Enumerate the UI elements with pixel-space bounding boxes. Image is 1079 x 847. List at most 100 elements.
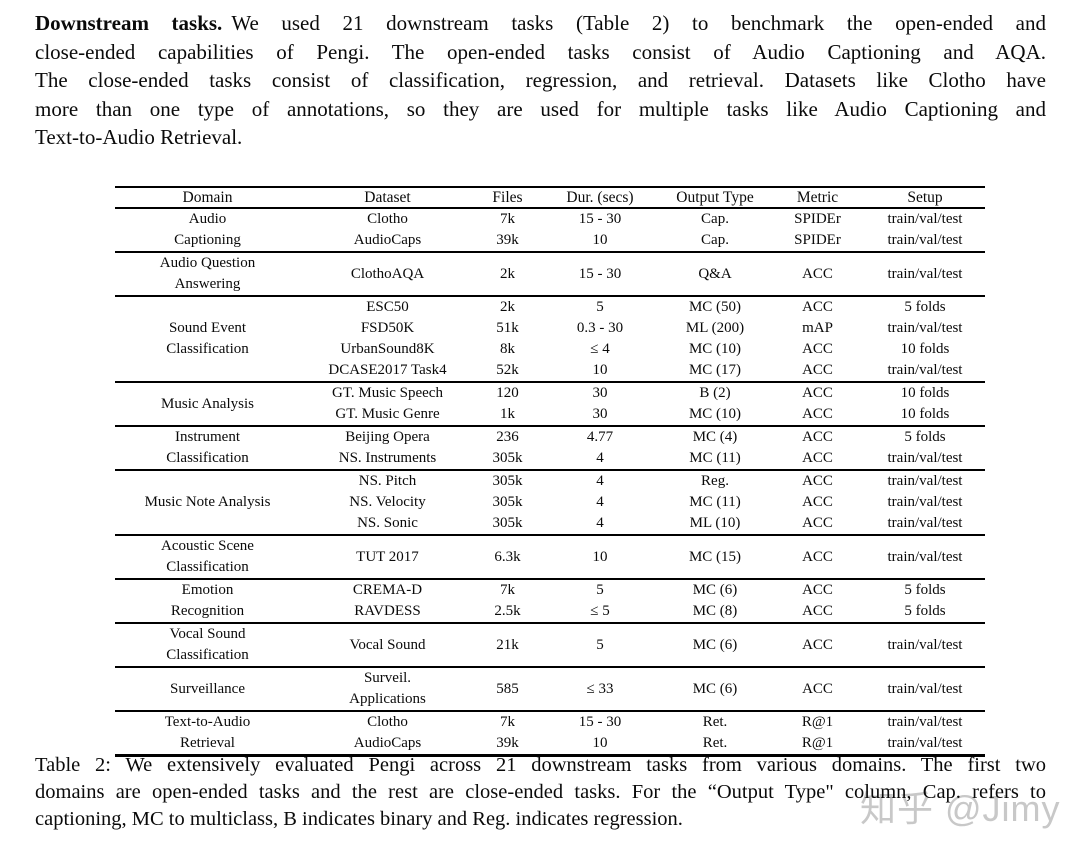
files-cell: 305k — [492, 450, 523, 466]
dataset-cell: RAVDESS — [354, 603, 421, 619]
metric-cell: ACC — [770, 425, 865, 448]
dataset-cell: DCASE2017 Task4 — [328, 362, 447, 378]
metric-cell: SPIDEr — [770, 207, 865, 230]
table-row: Emotion Recognition CREMA-D 7k 5 MC (6) ACC 5 f… — [115, 578, 985, 623]
setup-cell: 10 folds — [865, 381, 985, 404]
domain-cell: Emotion Recognition — [115, 578, 300, 623]
table-row: UrbanSound8K 8k ≤ 4 MC (10) ACC 10 folds — [115, 339, 985, 360]
dataset-cell: Surveil. Applications — [300, 666, 475, 711]
setup-cell: train/val/test — [887, 494, 963, 510]
metric-cell: ACC — [770, 534, 865, 579]
domain-cell: Audio Captioning — [115, 207, 300, 252]
domain-cell: Text-to-Audio Retrieval — [115, 710, 300, 756]
metric-cell: mAP — [802, 320, 833, 336]
domain-cell: Instrument Classification — [115, 425, 300, 470]
paragraph-downstream-tasks: Downstream tasks. We used 21 downstream t… — [35, 9, 1046, 152]
output-type-cell: MC (11) — [689, 450, 741, 466]
files-cell: 39k — [496, 232, 519, 248]
table-row: NS. Velocity 305k 4 MC (11) ACC train/val/tes… — [115, 492, 985, 513]
duration-cell: ≤ 4 — [590, 341, 610, 357]
caption-line-1: Table 2: We extensively evaluated Pengi … — [35, 754, 1046, 776]
files-cell: 236 — [475, 425, 540, 448]
metric-cell: ACC — [802, 450, 833, 466]
metric-cell: ACC — [770, 578, 865, 601]
setup-cell: train/val/test — [887, 362, 963, 378]
table-row: NS. Sonic 305k 4 ML (10) ACC train/val/test — [115, 513, 985, 535]
files-cell: 305k — [475, 469, 540, 492]
output-type-cell: Q&A — [660, 251, 770, 296]
output-type-cell: MC (6) — [660, 622, 770, 667]
dataset-cell: NS. Velocity — [349, 494, 426, 510]
downstream-tasks-table: Domain Dataset Files Dur. (secs) Output … — [115, 186, 985, 757]
setup-cell: train/val/test — [865, 666, 985, 711]
dataset-cell: GT. Music Genre — [335, 406, 440, 422]
table-row: Instrument Classification Beijing Opera 236… — [115, 425, 985, 470]
metric-cell: SPIDEr — [794, 232, 841, 248]
table-row: Audio Question Answering ClothoAQA 2k 15 - 3… — [115, 251, 985, 296]
output-type-cell: Ret. — [660, 710, 770, 733]
output-type-cell: MC (6) — [660, 666, 770, 711]
dataset-cell: Clotho — [300, 207, 475, 230]
duration-cell: 5 — [540, 622, 660, 667]
files-cell: 39k — [496, 735, 519, 751]
table-row: Acoustic Scene Classification TUT 2017 6.3k… — [115, 534, 985, 579]
files-cell: 2.5k — [494, 603, 521, 619]
domain-cell: Music Analysis — [115, 381, 300, 426]
files-cell: 2k — [475, 295, 540, 318]
table-row: Text-to-Audio Retrieval Clotho 7k 15 - 30 Ret… — [115, 710, 985, 756]
output-type-cell: MC (8) — [692, 603, 738, 619]
table-row: Vocal Sound Classification Vocal Sound 21k 5… — [115, 622, 985, 667]
duration-cell: 15 - 30 — [540, 251, 660, 296]
duration-cell: 0.3 - 30 — [576, 320, 624, 336]
duration-cell: 15 - 30 — [540, 207, 660, 230]
metric-cell: ACC — [802, 406, 833, 422]
output-type-cell: MC (17) — [688, 362, 742, 378]
files-cell: 6.3k — [475, 534, 540, 579]
duration-cell: 5 — [540, 578, 660, 601]
domain-cell: Audio Question Answering — [115, 251, 300, 296]
setup-cell: train/val/test — [887, 515, 963, 531]
header-domain: Domain — [115, 187, 300, 209]
dataset-cell: NS. Instruments — [338, 450, 437, 466]
metric-cell: ACC — [770, 622, 865, 667]
output-type-cell: MC (10) — [688, 406, 742, 422]
output-type-cell: ML (10) — [689, 515, 741, 531]
duration-cell: 15 - 30 — [540, 710, 660, 733]
dataset-cell: ClothoAQA — [300, 251, 475, 296]
setup-cell: train/val/test — [865, 710, 985, 733]
output-type-cell: Cap. — [701, 232, 729, 248]
duration-cell: 4 — [596, 515, 604, 531]
dataset-cell: TUT 2017 — [300, 534, 475, 579]
table-row: Sound Event Classification ESC50 2k 5 MC (50)… — [115, 295, 985, 382]
metric-cell: ACC — [770, 251, 865, 296]
duration-cell: 5 — [540, 295, 660, 318]
dataset-cell: Beijing Opera — [300, 425, 475, 448]
paragraph-line-3: The close-ended tasks consist of classif… — [35, 68, 1046, 92]
metric-cell: ACC — [802, 362, 833, 378]
table-row: FSD50K 51k 0.3 - 30 ML (200) mAP train/val/te… — [115, 318, 985, 339]
output-type-cell: Reg. — [660, 469, 770, 492]
files-cell: 7k — [475, 710, 540, 733]
setup-cell: 5 folds — [865, 425, 985, 448]
files-cell: 1k — [500, 406, 515, 422]
table-row: Surveillance Surveil. Applications 585 ≤ 33 M… — [115, 666, 985, 711]
header-setup: Setup — [865, 187, 985, 209]
metric-cell: ACC — [770, 469, 865, 492]
metric-cell: ACC — [770, 295, 865, 318]
dataset-cell: NS. Pitch — [300, 469, 475, 492]
setup-cell: train/val/test — [865, 469, 985, 492]
setup-cell: train/val/test — [887, 232, 963, 248]
table-row: AudioCaps 39k 10 Ret. R@1 train/val/test — [115, 733, 985, 756]
watermark-zhihu: 知乎 @Jimy — [860, 788, 1061, 829]
table-row: Music Note Analysis NS. Pitch 305k 4 Reg. ACC… — [115, 469, 985, 535]
files-cell: 8k — [500, 341, 515, 357]
duration-cell: ≤ 33 — [540, 666, 660, 711]
duration-cell: 30 — [592, 406, 608, 422]
metric-cell: R@1 — [770, 710, 865, 733]
table-row: NS. Instruments 305k 4 MC (11) ACC train/val/… — [115, 448, 985, 470]
duration-cell: ≤ 5 — [590, 603, 610, 619]
files-cell: 305k — [492, 515, 523, 531]
setup-cell: train/val/test — [865, 207, 985, 230]
duration-cell: 10 — [592, 362, 608, 378]
